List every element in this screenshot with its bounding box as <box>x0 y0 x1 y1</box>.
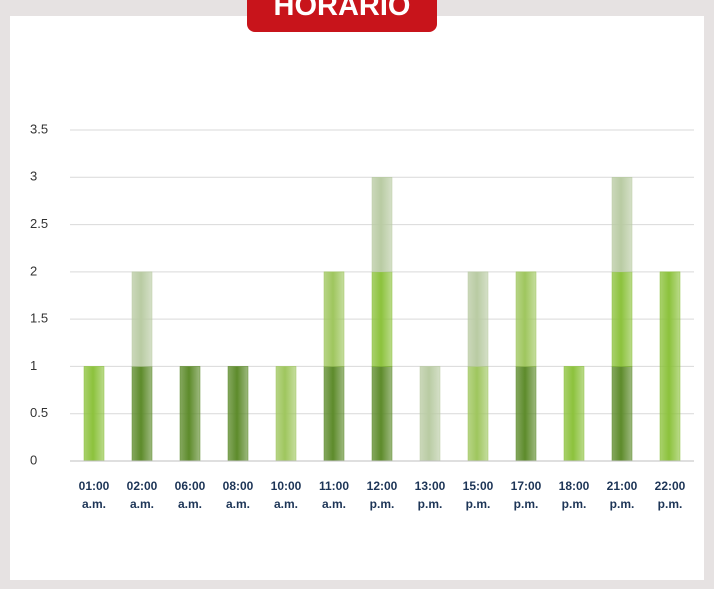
x-tick-label: 02:00 a.m. <box>126 479 158 511</box>
bar-segment <box>467 271 489 367</box>
bar-segment <box>611 271 633 367</box>
bar-segment <box>371 177 393 273</box>
bar-segment <box>611 366 633 462</box>
bar-segment <box>515 366 537 462</box>
x-tick-label: 11:00 a.m. <box>318 479 350 511</box>
x-tick-label: 08:00 a.m. <box>222 479 254 511</box>
bar-segment <box>83 366 105 462</box>
bar-segment <box>323 366 345 462</box>
bar-segment <box>323 271 345 367</box>
bar-segment <box>563 366 585 462</box>
x-tick-label: 18:00 p.m. <box>558 479 590 511</box>
chart-title: HORARIO <box>247 0 437 32</box>
chart-panel <box>10 16 704 580</box>
x-tick-label: 06:00 a.m. <box>174 479 206 511</box>
bar-segment <box>659 271 681 462</box>
x-tick-label: 13:00 p.m. <box>414 479 446 511</box>
x-tick-label: 22:00 p.m. <box>654 479 686 511</box>
x-tick-label: 17:00 p.m. <box>510 479 542 511</box>
bar-segment <box>371 271 393 367</box>
y-tick-label: 2 <box>30 263 37 278</box>
y-tick-label: 2.5 <box>30 216 48 231</box>
bar-segment <box>611 177 633 273</box>
bar-segment <box>131 366 153 462</box>
bar-segment <box>227 366 249 462</box>
x-tick-label: 15:00 p.m. <box>462 479 494 511</box>
y-tick-label: 3.5 <box>30 121 48 136</box>
x-tick-label: 01:00 a.m. <box>78 479 110 511</box>
bar-segment <box>515 271 537 367</box>
y-tick-label: 3 <box>30 169 37 184</box>
bar-segment <box>131 271 153 367</box>
y-tick-label: 1.5 <box>30 311 48 326</box>
bar-segment <box>179 366 201 462</box>
bar-segment <box>275 366 297 462</box>
bar-segment <box>419 366 441 462</box>
y-tick-label: 0.5 <box>30 405 48 420</box>
y-tick-label: 1 <box>30 358 37 373</box>
x-tick-label: 10:00 a.m. <box>270 479 302 511</box>
x-tick-label: 21:00 p.m. <box>606 479 638 511</box>
bar-segment <box>371 366 393 462</box>
bar-segment <box>467 366 489 462</box>
y-tick-label: 0 <box>30 452 37 467</box>
x-tick-label: 12:00 p.m. <box>366 479 398 511</box>
